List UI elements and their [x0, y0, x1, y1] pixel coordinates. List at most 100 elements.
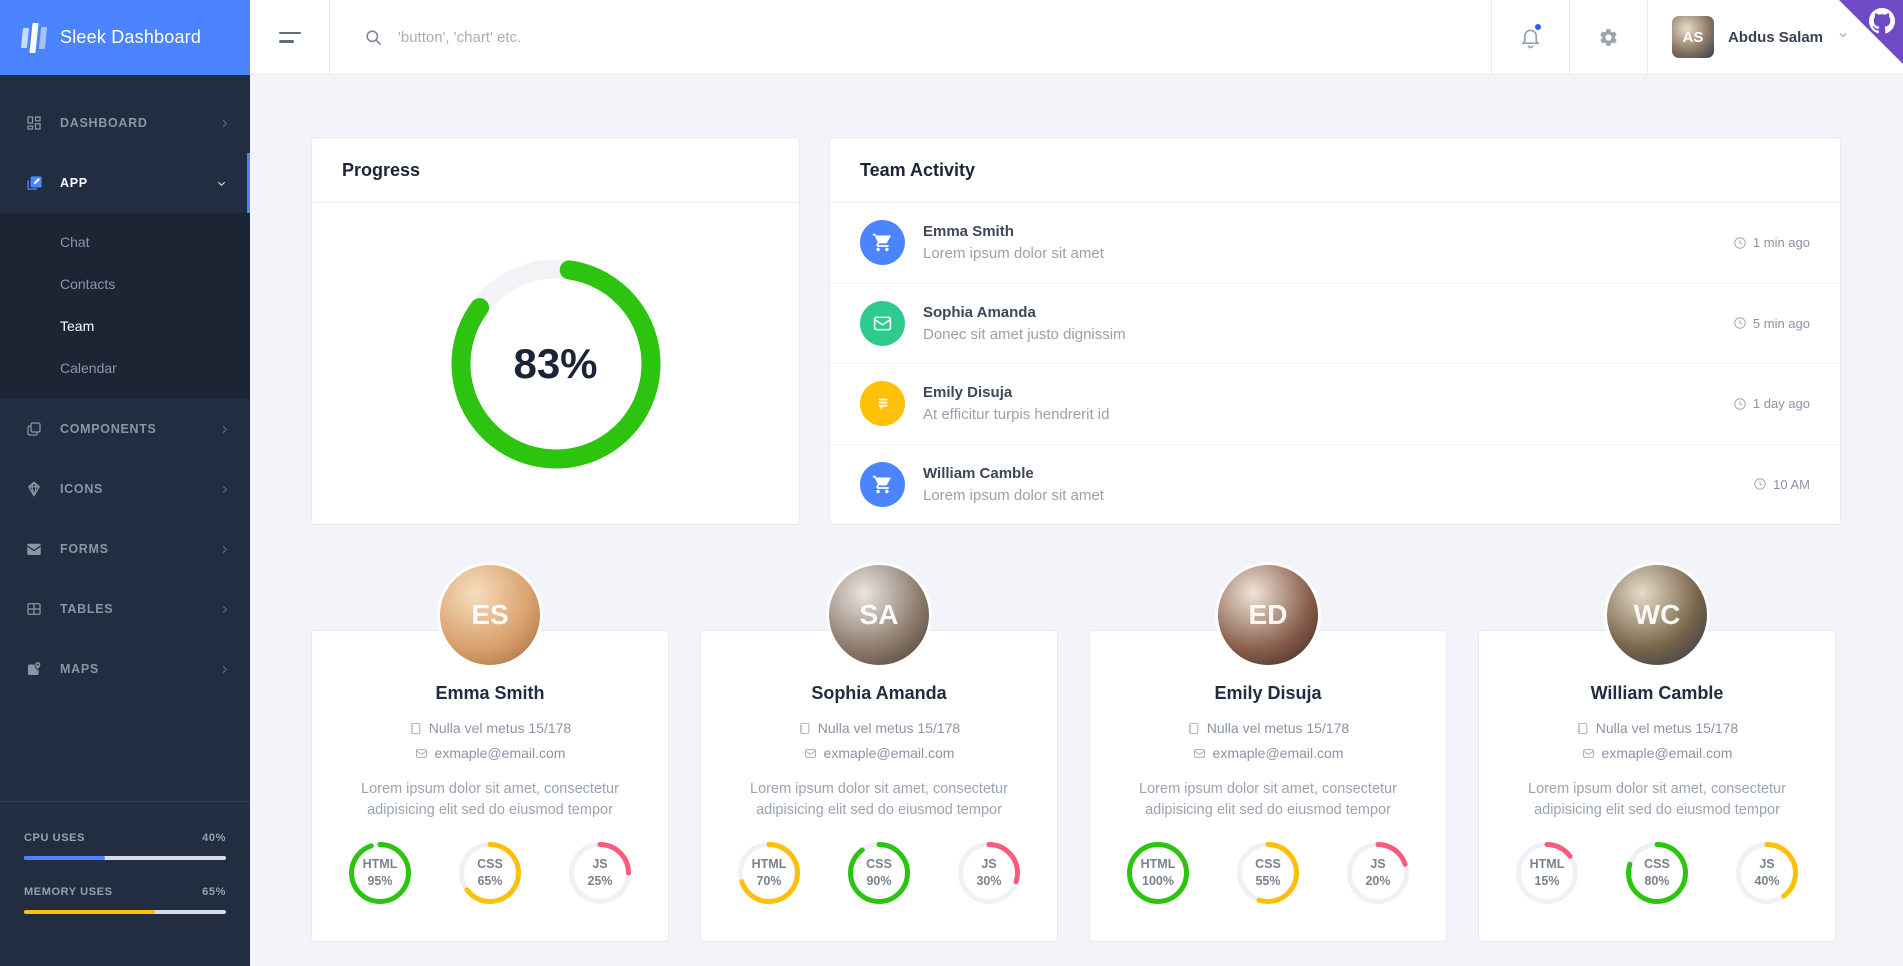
activity-name: Emma Smith — [923, 223, 1014, 241]
member-email: exmaple@email.com — [1193, 741, 1343, 766]
member-address: Nulla vel metus 15/178 — [798, 716, 960, 741]
member-email: exmaple@email.com — [1582, 741, 1732, 766]
user-name: Abdus Salam — [1727, 28, 1823, 46]
notifications-button[interactable] — [1490, 0, 1569, 74]
sidebar-item-label: DASHBOARD — [60, 116, 148, 130]
submenu-item-calendar[interactable]: Calendar — [60, 360, 117, 376]
progress-value: 83% — [513, 339, 598, 387]
member-about: Lorem ipsum dolor sit amet, consectetur … — [1528, 781, 1786, 819]
activity-row: Sophia Amanda Donec sit amet justo digni… — [830, 284, 1840, 364]
sidebar-item-app[interactable]: APP — [0, 153, 250, 213]
sidebar-item-maps[interactable]: MAPS — [0, 639, 250, 699]
cart-icon — [860, 220, 905, 266]
sidebar-item-label: MAPS — [60, 662, 99, 676]
progress-card-title: Progress — [312, 138, 799, 203]
sidebar-item-components[interactable]: COMPONENTS — [0, 399, 250, 459]
system-usage-panel: CPU USES 40% MEMORY USES 65% — [0, 801, 250, 966]
submenu-item-contacts[interactable]: Contacts — [60, 276, 116, 292]
cpu-label: CPU USES — [24, 832, 86, 844]
sidebar-toggle-button[interactable] — [250, 0, 330, 74]
cpu-usage: CPU USES 40% — [24, 832, 226, 860]
avatar: SA — [829, 565, 929, 665]
settings-button[interactable] — [1568, 0, 1647, 74]
progress-card: Progress 83% — [311, 137, 800, 525]
clock-icon — [1754, 478, 1766, 490]
team-activity-card: Team Activity Emma Smith Lorem ipsum dol… — [829, 137, 1841, 525]
sidebar-item-label: ICONS — [60, 482, 104, 496]
clock-icon — [1734, 398, 1746, 410]
table-icon — [24, 599, 44, 619]
cpu-value: 40% — [202, 832, 226, 844]
sidebar-item-label: APP — [60, 176, 88, 190]
memory-value: 65% — [202, 886, 226, 898]
avatar: ED — [1218, 565, 1318, 665]
avatar: AS — [1671, 16, 1714, 58]
memory-usage: MEMORY USES 65% — [24, 886, 226, 914]
sidebar: Sleek Dashboard DASHBOARD — [0, 0, 250, 966]
map-pin-icon — [24, 659, 44, 679]
submenu-item-chat[interactable]: Chat — [60, 234, 90, 250]
envelope-icon — [24, 539, 44, 559]
top-header: AS Abdus Salam — [250, 0, 1903, 75]
address-book-icon — [1189, 723, 1199, 734]
sidebar-item-label: TABLES — [60, 602, 114, 616]
activity-text: Donec sit amet justo dignissim — [923, 325, 1126, 343]
activity-row: Emily Disuja At efficitur turpis hendrer… — [830, 364, 1840, 445]
search-bar — [330, 0, 1491, 74]
member-name: Emma Smith — [435, 683, 545, 703]
skill-donut-js: JS 20% — [1346, 841, 1410, 905]
activity-list: Emma Smith Lorem ipsum dolor sit amet 1 … — [830, 203, 1840, 524]
chevron-right-icon — [219, 424, 230, 435]
member-name: Sophia Amanda — [811, 683, 947, 703]
skill-donut-css: CSS 80% — [1625, 841, 1689, 905]
bell-icon — [1521, 28, 1540, 48]
activity-name: William Camble — [923, 464, 1034, 482]
chevron-right-icon — [219, 118, 230, 129]
envelope-icon — [415, 749, 427, 758]
skill-donut-css: CSS 90% — [847, 841, 911, 905]
brand-logo[interactable]: Sleek Dashboard — [0, 0, 250, 75]
member-card-william: WC William Camble Nulla vel metus 15/178… — [1478, 565, 1836, 942]
sidebar-item-dashboard[interactable]: DASHBOARD — [0, 93, 250, 153]
member-email: exmaple@email.com — [804, 741, 954, 766]
member-card-emily: ED Emily Disuja Nulla vel metus 15/178 e… — [1089, 565, 1447, 942]
cpu-progressbar — [24, 856, 226, 860]
dashboard-icon — [24, 113, 44, 133]
edit-app-icon — [24, 173, 44, 193]
skill-donut-html: HTML 100% — [1126, 841, 1190, 905]
search-input[interactable] — [398, 28, 1018, 46]
activity-time: 5 min ago — [1733, 316, 1810, 331]
address-book-icon — [411, 723, 421, 734]
notification-badge — [1532, 22, 1543, 32]
page-content: Progress 83% — [250, 75, 1903, 966]
activity-text: Lorem ipsum dolor sit amet — [923, 245, 1104, 263]
member-email: exmaple@email.com — [415, 741, 565, 766]
chevron-right-icon — [219, 604, 230, 615]
github-corner-link[interactable] — [1839, 0, 1903, 64]
submenu-item-team[interactable]: Team — [60, 318, 95, 334]
chevron-right-icon — [219, 484, 230, 495]
user-menu[interactable]: AS Abdus Salam — [1646, 0, 1903, 74]
address-book-icon — [1578, 723, 1588, 734]
member-about: Lorem ipsum dolor sit amet, consectetur … — [1139, 781, 1397, 819]
activity-text: Lorem ipsum dolor sit amet — [923, 486, 1104, 504]
member-name: Emily Disuja — [1214, 683, 1322, 703]
sidebar-item-icons[interactable]: ICONS — [0, 459, 250, 519]
activity-time: 1 day ago — [1733, 396, 1810, 411]
activity-row: Emma Smith Lorem ipsum dolor sit amet 1 … — [830, 203, 1840, 284]
brand-logo-icon — [20, 22, 48, 53]
activity-time: 10 AM — [1753, 477, 1810, 492]
envelope-icon — [860, 300, 905, 346]
envelope-icon — [804, 749, 816, 758]
app-submenu: Chat Contacts Team Calendar — [0, 213, 250, 399]
clock-icon — [1734, 237, 1746, 249]
main-area: AS Abdus Salam Progress — [250, 0, 1903, 966]
notes-icon — [860, 381, 905, 427]
sidebar-item-forms[interactable]: FORMS — [0, 519, 250, 579]
activity-text: At efficitur turpis hendrerit id — [923, 406, 1110, 424]
envelope-icon — [1582, 749, 1594, 758]
sidebar-item-tables[interactable]: TABLES — [0, 579, 250, 639]
avatar: ES — [440, 565, 540, 665]
chevron-down-icon — [216, 178, 227, 189]
gear-icon — [1600, 28, 1617, 46]
